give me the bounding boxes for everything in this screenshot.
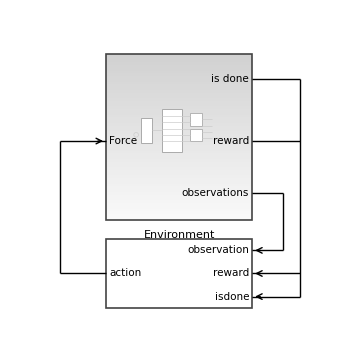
Bar xyxy=(106,54,252,219)
Bar xyxy=(106,104,252,107)
Bar xyxy=(106,123,252,126)
Text: observations: observations xyxy=(182,188,249,198)
Bar xyxy=(106,112,252,115)
Bar xyxy=(106,120,252,123)
Bar xyxy=(106,90,252,93)
Bar xyxy=(106,134,252,137)
Bar xyxy=(106,62,252,65)
Bar xyxy=(106,162,252,164)
Bar xyxy=(106,126,252,129)
Bar xyxy=(106,217,252,219)
Text: is done: is done xyxy=(211,74,249,85)
Bar xyxy=(106,192,252,195)
Bar xyxy=(106,176,252,178)
Bar xyxy=(141,118,152,143)
Bar xyxy=(190,113,202,126)
Bar xyxy=(106,239,252,308)
Bar xyxy=(106,209,252,211)
Bar xyxy=(106,139,252,142)
Text: reward: reward xyxy=(213,136,249,146)
Bar xyxy=(106,131,252,134)
Bar xyxy=(106,137,252,139)
Bar xyxy=(106,198,252,200)
Bar xyxy=(106,173,252,176)
Bar xyxy=(106,109,252,112)
Bar xyxy=(106,54,252,57)
Bar xyxy=(106,142,252,145)
Bar xyxy=(106,189,252,192)
Bar xyxy=(106,156,252,159)
Bar xyxy=(106,98,252,101)
Bar xyxy=(106,82,252,84)
Bar xyxy=(106,214,252,217)
Bar xyxy=(106,129,252,131)
Bar xyxy=(106,96,252,98)
Bar xyxy=(106,170,252,173)
Bar xyxy=(106,70,252,73)
Bar xyxy=(106,178,252,181)
Bar xyxy=(106,93,252,96)
Bar xyxy=(106,167,252,170)
Bar xyxy=(106,200,252,203)
Bar xyxy=(106,79,252,82)
Bar xyxy=(106,87,252,90)
Bar xyxy=(190,129,202,141)
Bar xyxy=(106,115,252,118)
Bar xyxy=(106,76,252,79)
Text: Force: Force xyxy=(109,136,137,146)
Bar xyxy=(106,107,252,109)
Bar xyxy=(106,65,252,68)
Bar xyxy=(106,73,252,76)
Bar xyxy=(106,57,252,59)
Text: isdone: isdone xyxy=(215,292,249,302)
Bar xyxy=(106,150,252,153)
Text: Environment: Environment xyxy=(143,230,215,240)
Text: action: action xyxy=(109,268,141,279)
Bar xyxy=(106,195,252,198)
Bar xyxy=(106,153,252,156)
Bar xyxy=(162,109,183,152)
Bar xyxy=(106,118,252,120)
Bar xyxy=(106,206,252,209)
Bar xyxy=(106,181,252,184)
Bar xyxy=(106,148,252,150)
Bar xyxy=(106,159,252,162)
Bar xyxy=(106,145,252,148)
Bar xyxy=(106,84,252,87)
Bar xyxy=(106,101,252,104)
Bar xyxy=(106,211,252,214)
Bar xyxy=(106,59,252,62)
Text: reward: reward xyxy=(213,268,249,279)
Bar xyxy=(106,187,252,189)
Bar xyxy=(106,184,252,187)
Text: observation: observation xyxy=(187,245,249,255)
Bar xyxy=(106,203,252,206)
Bar xyxy=(106,68,252,70)
Bar xyxy=(106,164,252,167)
